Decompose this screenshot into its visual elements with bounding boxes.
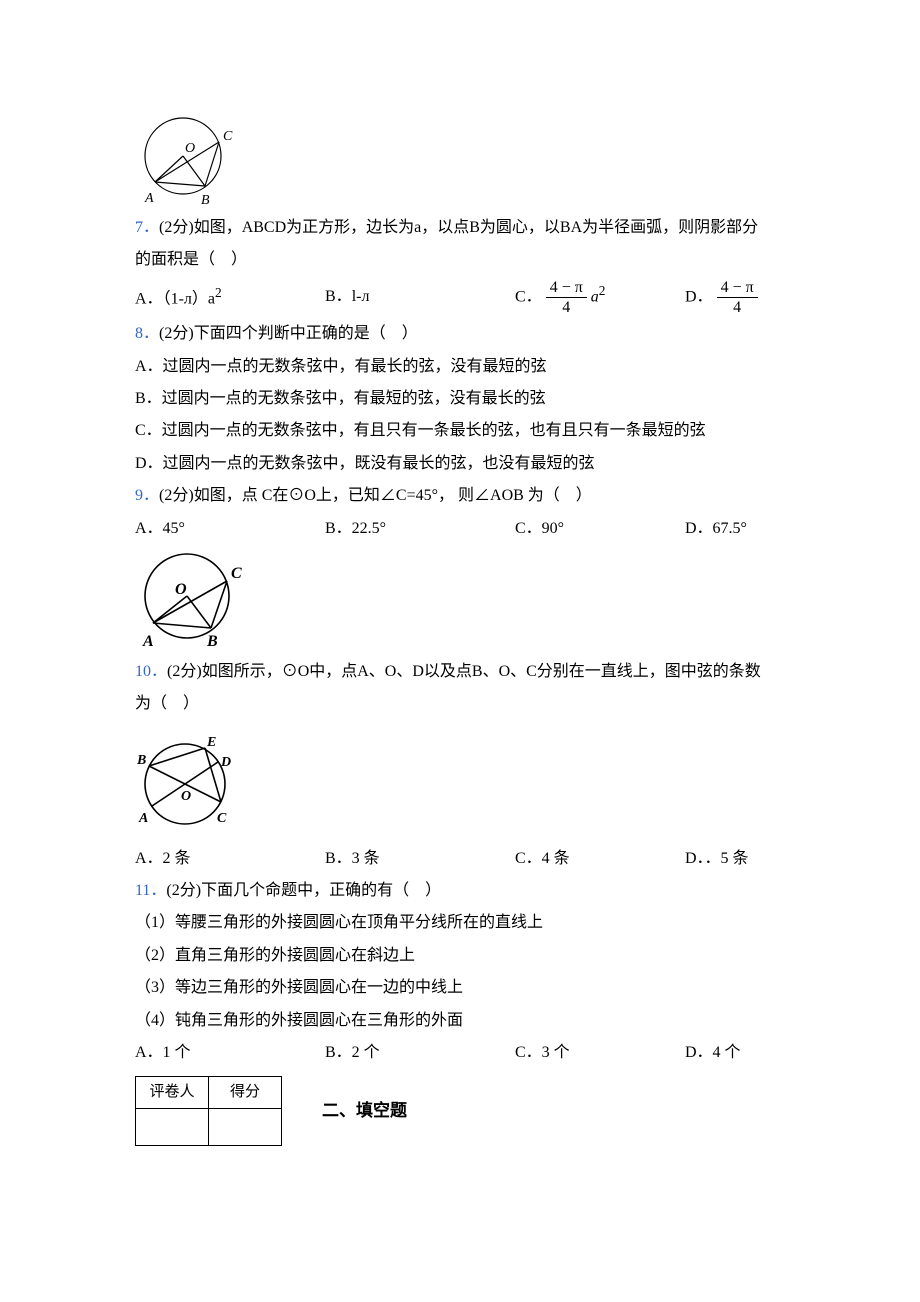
q11-options: A．1 个 B．2 个 C．3 个 D．4 个: [135, 1038, 785, 1068]
grader-col2: 得分: [209, 1077, 282, 1109]
q7-stem-line1: 7．(2分)如图，ABCD为正方形，边长为a，以点B为圆心，以BA为半径画弧，则…: [135, 213, 785, 243]
section2-row: 评卷人 得分 二、填空题: [135, 1070, 785, 1152]
label-O: O: [175, 581, 187, 598]
q7D-frac: 4 − π 4: [717, 278, 758, 317]
q9-opt-C: C．90°: [515, 514, 685, 544]
grader-col1: 评卷人: [136, 1077, 209, 1109]
label-B: B: [136, 753, 146, 768]
label-C: C: [223, 129, 233, 144]
label-B: B: [206, 633, 218, 650]
q10-number: 10．: [135, 663, 167, 680]
q7-opt-C: C． 4 − π 4 a2: [515, 278, 685, 317]
q7C-num: 4 − π: [550, 279, 583, 296]
label-C: C: [217, 811, 227, 826]
label-B: B: [201, 193, 210, 208]
label-A: A: [142, 633, 154, 650]
q8-number: 8．: [135, 325, 159, 342]
q10-opt-A: A．2 条: [135, 844, 325, 874]
q9-opt-B: B．22.5°: [325, 514, 515, 544]
label-O: O: [181, 789, 191, 804]
label-O: O: [185, 141, 195, 156]
q9-opt-A: A．45°: [135, 514, 325, 544]
q7-pts: (2分): [159, 219, 194, 236]
figure-q9: O A B C: [135, 548, 785, 653]
q10-options: A．2 条 B．3 条 C．4 条 D．．5 条: [135, 844, 785, 874]
q8-opt-C: C．过圆内一点的无数条弦中，有且只有一条最长的弦，也有且只有一条最短的弦: [135, 416, 785, 446]
q7A-text: （1-л）a: [163, 290, 215, 307]
grader-cell2: [209, 1108, 282, 1145]
q10-pts: (2分): [167, 663, 202, 680]
q7-stem-line2: 的面积是（ ）: [135, 245, 785, 275]
q7-options: A．（1-л）a2 B．l-л C． 4 − π 4 a2 D． 4 − π 4: [135, 278, 785, 317]
q10-stem-line1: 10．(2分)如图所示，⊙O中，点A、O、D以及点B、O、C分别在一直线上，图中…: [135, 657, 785, 687]
q9-number: 9．: [135, 487, 159, 504]
q7-opt-A: A．（1-л）a2: [135, 280, 325, 315]
figure-q10: O A B C D E: [135, 734, 785, 834]
q8-pts: (2分): [159, 325, 194, 342]
q9-opt-D: D．67.5°: [685, 514, 747, 544]
q8-opt-D: D．过圆内一点的无数条弦中，既没有最长的弦，也没有最短的弦: [135, 449, 785, 479]
q8-opt-B: B．过圆内一点的无数条弦中，有最短的弦，没有最长的弦: [135, 384, 785, 414]
q9-stem: 9．(2分)如图，点 C在⊙O上，已知∠C=45°， 则∠AOB 为（ ）: [135, 481, 785, 511]
q7-number: 7．: [135, 219, 159, 236]
q11-opt-C: C．3 个: [515, 1038, 685, 1068]
q7B-prefix: B．: [325, 288, 352, 305]
grader-table: 评卷人 得分: [135, 1076, 282, 1146]
label-A: A: [144, 191, 154, 206]
q11-stmt-1: （1）等腰三角形的外接圆圆心在顶角平分线所在的直线上: [135, 908, 785, 938]
q7A-prefix: A．: [135, 290, 163, 307]
label-C: C: [231, 565, 242, 582]
q11-stmt-4: （4）钝角三角形的外接圆圆心在三角形的外面: [135, 1006, 785, 1036]
q7-opt-D: D． 4 − π 4: [685, 278, 758, 317]
q11-pts: (2分): [166, 882, 201, 899]
figure-q6: O A B C: [135, 114, 785, 209]
q11-opt-B: B．2 个: [325, 1038, 515, 1068]
q7D-num: 4 − π: [721, 279, 754, 296]
q7C-a: a: [591, 288, 599, 305]
q7C-frac: 4 − π 4: [546, 278, 587, 317]
q7-stem1: 如图，ABCD为正方形，边长为a，以点B为圆心，以BA为半径画弧，则阴影部分: [194, 219, 758, 236]
q7A-sup: 2: [215, 285, 222, 300]
q11-number: 11．: [135, 882, 166, 899]
q11-stemtext: 下面几个命题中，正确的有（ ）: [201, 882, 441, 899]
section2-title: 二、填空题: [322, 1095, 407, 1127]
q11-opt-D: D．4 个: [685, 1038, 741, 1068]
q7-opt-B: B．l-л: [325, 282, 515, 312]
q11-stmt-2: （2）直角三角形的外接圆圆心在斜边上: [135, 941, 785, 971]
label-A: A: [138, 811, 148, 826]
q7C-sup: 2: [599, 283, 606, 298]
label-E: E: [206, 735, 216, 750]
q10-opt-C: C．4 条: [515, 844, 685, 874]
q7C-den: 4: [562, 299, 570, 316]
q10-stem-line2: 为（ ）: [135, 689, 785, 719]
q8-stem: 8．(2分)下面四个判断中正确的是（ ）: [135, 319, 785, 349]
q10-opt-B: B．3 条: [325, 844, 515, 874]
q9-options: A．45° B．22.5° C．90° D．67.5°: [135, 514, 785, 544]
q8-opt-A: A．过圆内一点的无数条弦中，有最长的弦，没有最短的弦: [135, 352, 785, 382]
q7C-prefix: C．: [515, 288, 542, 305]
q9-pts: (2分): [159, 487, 194, 504]
q7D-den: 4: [733, 299, 741, 316]
q9-stemtext: 如图，点 C在⊙O上，已知∠C=45°， 则∠AOB 为（ ）: [194, 487, 592, 504]
q11-stmt-3: （3）等边三角形的外接圆圆心在一边的中线上: [135, 973, 785, 1003]
grader-cell1: [136, 1108, 209, 1145]
q10-stem1: 如图所示，⊙O中，点A、O、D以及点B、O、C分别在一直线上，图中弦的条数: [202, 663, 761, 680]
q11-opt-A: A．1 个: [135, 1038, 325, 1068]
label-D: D: [220, 755, 231, 770]
q7B-text: l-л: [352, 288, 370, 305]
q11-stem: 11．(2分)下面几个命题中，正确的有（ ）: [135, 876, 785, 906]
q10-opt-D: D．．5 条: [685, 844, 749, 874]
q7D-prefix: D．: [685, 288, 713, 305]
q8-stemtext: 下面四个判断中正确的是（ ）: [194, 325, 418, 342]
